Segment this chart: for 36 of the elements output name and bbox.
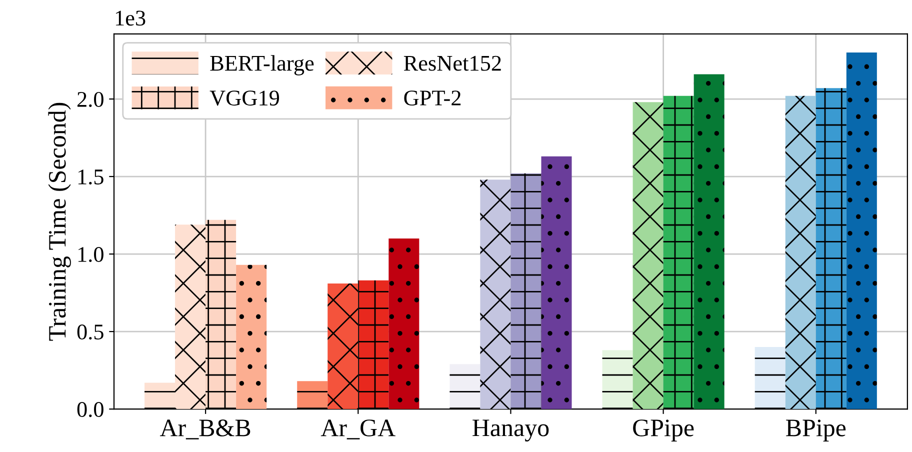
text: 1e3: [116, 10, 146, 26]
bar: [510, 173, 542, 410]
bar: [541, 156, 572, 410]
bar: [754, 347, 786, 410]
bar: [175, 224, 206, 410]
bar: [236, 264, 267, 410]
x-tick-label: Hanayo: [472, 420, 549, 442]
y-axis-title: Training Time (Second): [48, 102, 71, 341]
legend-label: GPT-2: [404, 90, 461, 106]
y-tick-label: 1.0: [78, 246, 104, 262]
legend-label: VGG19: [210, 90, 280, 106]
bar: [297, 381, 328, 410]
x-tick-label: Ar_B&B: [160, 420, 250, 440]
x-tick-label: GPipe: [633, 420, 694, 442]
bar: [816, 88, 846, 410]
bar: [206, 220, 236, 410]
bar: [694, 74, 724, 410]
bar: [358, 280, 389, 410]
x-tick-label: Ar_GA: [320, 420, 396, 440]
bar: [785, 96, 816, 410]
legend-label: BERT-large: [210, 55, 314, 76]
bar: [632, 102, 664, 410]
y-tick-label: 0.5: [77, 324, 104, 340]
x-tick-label: BPipe: [786, 420, 846, 442]
bar: [328, 283, 358, 410]
bar: [663, 96, 694, 410]
legend-label: ResNet152: [404, 56, 501, 71]
bar: [388, 238, 420, 410]
bar: [480, 180, 511, 410]
y-tick-label: 2.0: [77, 92, 104, 108]
bar: [144, 382, 176, 410]
bar: [846, 52, 877, 410]
bar: [450, 364, 480, 410]
bar: [602, 350, 633, 410]
y-tick-label: 1.5: [78, 170, 104, 185]
y-tick-label: 0.0: [77, 402, 104, 418]
